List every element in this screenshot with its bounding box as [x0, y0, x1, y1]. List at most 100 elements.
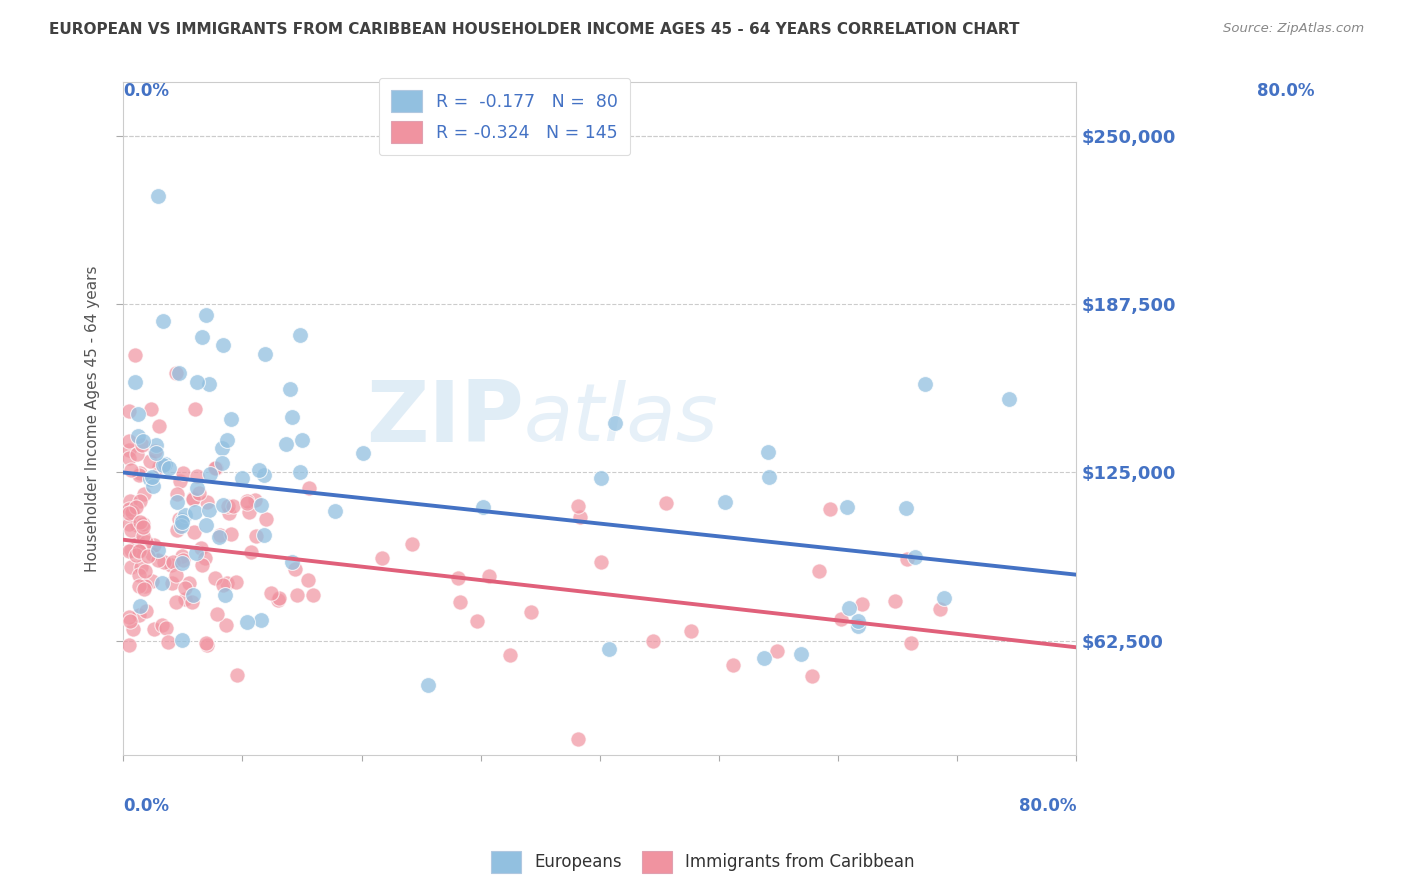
Text: 0.0%: 0.0%: [124, 797, 169, 814]
Point: [160, 576, 183, 591]
Point: [298, 481, 321, 495]
Point: [170, 549, 193, 563]
Point: [125, 500, 148, 515]
Point: [191, 329, 214, 343]
Point: [145, 446, 167, 460]
Point: [198, 503, 221, 517]
Point: [118, 516, 141, 531]
Point: [765, 643, 787, 657]
Point: [183, 505, 205, 519]
Point: [120, 523, 142, 537]
Point: [929, 602, 952, 616]
Point: [128, 607, 150, 622]
Point: [165, 366, 187, 380]
Point: [173, 592, 195, 607]
Point: [128, 467, 150, 481]
Point: [218, 506, 240, 520]
Point: [172, 516, 194, 530]
Point: [291, 433, 314, 447]
Point: [186, 481, 208, 495]
Point: [128, 468, 150, 483]
Point: [447, 571, 470, 585]
Point: [128, 543, 150, 558]
Point: [195, 517, 218, 532]
Point: [131, 437, 153, 451]
Legend: R =  -0.177   N =  80, R = -0.324   N = 145: R = -0.177 N = 80, R = -0.324 N = 145: [378, 78, 630, 155]
Point: [269, 591, 291, 606]
Point: [190, 541, 212, 555]
Point: [450, 595, 472, 609]
Point: [204, 571, 226, 585]
Point: [118, 502, 141, 516]
Point: [567, 731, 589, 746]
Point: [195, 495, 218, 509]
Point: [148, 189, 170, 203]
Point: [181, 491, 204, 505]
Point: [132, 529, 155, 543]
Point: [128, 568, 150, 582]
Point: [131, 434, 153, 448]
Point: [401, 537, 423, 551]
Point: [128, 543, 150, 558]
Point: [152, 314, 174, 328]
Point: [128, 579, 150, 593]
Point: [253, 527, 276, 541]
Text: 80.0%: 80.0%: [1257, 82, 1315, 101]
Point: [195, 638, 218, 652]
Point: [121, 506, 143, 520]
Point: [143, 444, 166, 458]
Point: [134, 564, 156, 578]
Point: [172, 466, 194, 480]
Point: [120, 614, 142, 628]
Point: [205, 461, 228, 475]
Point: [280, 555, 302, 569]
Point: [323, 504, 346, 518]
Point: [173, 581, 195, 595]
Point: [135, 535, 157, 549]
Point: [254, 347, 277, 361]
Point: [236, 494, 259, 508]
Point: [851, 597, 873, 611]
Point: [297, 573, 319, 587]
Point: [162, 555, 184, 569]
Point: [208, 528, 231, 542]
Point: [155, 621, 177, 635]
Point: [591, 555, 613, 569]
Text: ZIP: ZIP: [366, 377, 523, 460]
Point: [186, 469, 208, 483]
Point: [129, 599, 152, 614]
Point: [141, 547, 163, 561]
Point: [139, 472, 162, 486]
Point: [655, 496, 678, 510]
Point: [830, 612, 852, 626]
Point: [172, 633, 194, 648]
Point: [217, 434, 239, 448]
Point: [818, 502, 841, 516]
Point: [169, 518, 191, 533]
Point: [194, 551, 217, 566]
Point: [167, 512, 190, 526]
Point: [146, 542, 169, 557]
Point: [352, 446, 374, 460]
Point: [281, 409, 304, 424]
Point: [118, 638, 141, 652]
Point: [127, 407, 149, 421]
Point: [174, 508, 197, 523]
Point: [211, 441, 233, 455]
Point: [274, 437, 297, 451]
Point: [721, 658, 744, 673]
Point: [416, 678, 439, 692]
Point: [157, 461, 180, 475]
Point: [124, 549, 146, 563]
Point: [214, 618, 236, 632]
Point: [260, 585, 283, 599]
Point: [141, 470, 163, 484]
Point: [641, 634, 664, 648]
Point: [914, 377, 936, 392]
Point: [212, 578, 235, 592]
Point: [254, 511, 277, 525]
Point: [903, 550, 925, 565]
Point: [150, 576, 173, 591]
Point: [128, 544, 150, 558]
Point: [302, 588, 325, 602]
